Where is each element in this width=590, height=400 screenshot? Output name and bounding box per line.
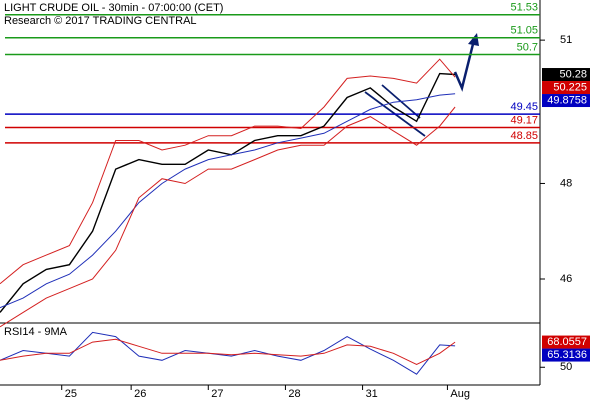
- y-tick-label: 50: [560, 361, 572, 373]
- x-tick-label: 26: [134, 388, 146, 400]
- price-tag-label: 50.28: [559, 68, 587, 80]
- price-tag: [542, 81, 590, 95]
- panel-title: RSI14 - 9MA: [4, 326, 68, 338]
- series-line: [0, 58, 456, 285]
- series-line: [0, 338, 456, 366]
- x-tick-label: 28: [288, 388, 300, 400]
- level-label: 48.85: [510, 130, 538, 142]
- price-tag-label: 68.0557: [547, 336, 587, 348]
- chart-title: LIGHT CRUDE OIL - 30min - 07:00:00 (CET): [4, 2, 223, 14]
- price-tag: [542, 94, 590, 108]
- price-tag: [542, 68, 590, 82]
- series-line: [0, 331, 456, 375]
- y-tick-label: 51: [560, 34, 572, 46]
- arrow-line: [453, 39, 476, 92]
- price-tag: [542, 348, 590, 362]
- price-tag-label: 65.3136: [547, 349, 587, 361]
- x-tick-label: Aug: [450, 388, 470, 400]
- x-tick-label: 25: [65, 388, 77, 400]
- chart-subtitle: Research © 2017 TRADING CENTRAL: [4, 15, 197, 27]
- series-line: [0, 93, 456, 309]
- price-tag-label: 50.225: [553, 81, 587, 93]
- x-tick-label: 27: [211, 388, 223, 400]
- x-tick-label: 31: [366, 388, 378, 400]
- level-label: 51.53: [510, 2, 538, 14]
- price-tag-label: 49.8758: [547, 94, 587, 106]
- level-label: 49.45: [510, 101, 538, 113]
- level-label: 50.7: [517, 41, 538, 53]
- level-label: 49.17: [510, 114, 538, 126]
- y-tick-label: 46: [560, 273, 572, 285]
- y-tick-label: 48: [560, 177, 572, 189]
- level-label: 51.05: [510, 25, 538, 37]
- price-tag: [542, 335, 590, 349]
- arrow-head: [468, 33, 479, 46]
- series-line: [0, 106, 456, 328]
- forecast-arrow: [453, 33, 479, 92]
